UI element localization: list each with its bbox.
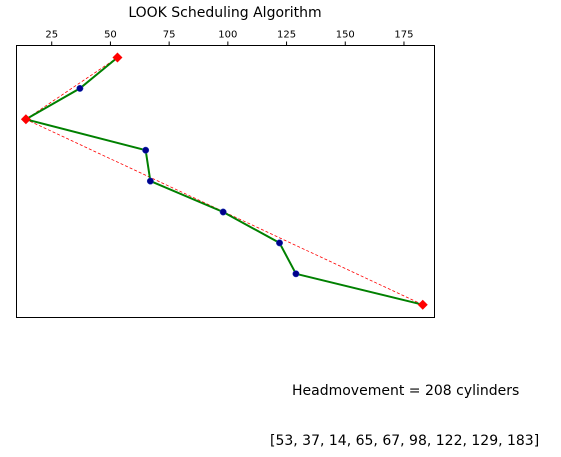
head-path-point [292, 270, 300, 278]
x-tick-label: 100 [218, 30, 237, 41]
plot-frame [16, 45, 435, 318]
head-path-point [142, 146, 150, 154]
x-tick-label: 125 [277, 30, 296, 41]
head-path-line [23, 56, 423, 306]
head-path-point [76, 84, 84, 92]
chart-title: LOOK Scheduling Algorithm [128, 5, 321, 21]
plot-markers [20, 52, 428, 310]
x-axis-ticks: 25 50 75 100 125 150 175 [45, 30, 414, 46]
direct-jump-point [417, 299, 428, 310]
direct-jump-line [25, 57, 423, 306]
head-path-point [146, 177, 154, 185]
head-path-point [219, 208, 227, 216]
request-sequence-text: [53, 37, 14, 65, 67, 98, 122, 129, 183] [270, 433, 540, 449]
chart: LOOK Scheduling Algorithm 25 50 75 100 125 15… [16, 5, 435, 318]
headmovement-text: Headmovement = 208 cylinders [292, 383, 520, 399]
direct-jump-point [20, 114, 31, 125]
x-tick-label: 50 [104, 30, 117, 41]
x-tick-label: 25 [45, 30, 58, 41]
head-path-point [276, 239, 283, 247]
direct-jump-point [112, 52, 123, 63]
x-tick-label: 175 [394, 30, 413, 41]
plot-lines [23, 56, 423, 306]
x-tick-label: 75 [163, 30, 176, 41]
x-tick-label: 150 [336, 30, 355, 41]
